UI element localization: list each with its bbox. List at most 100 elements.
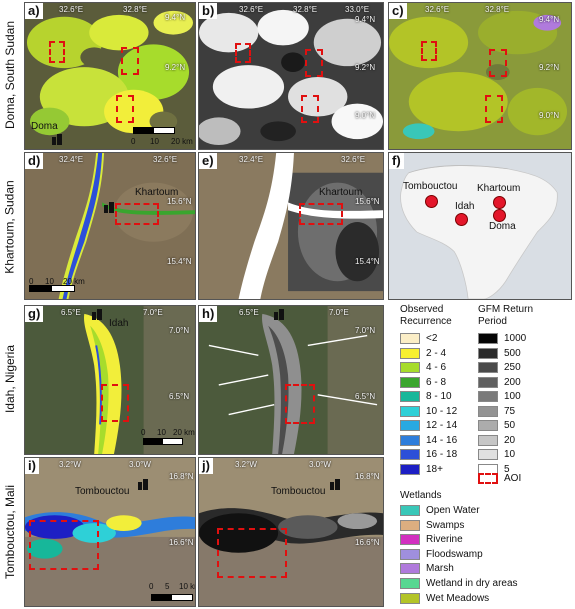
panel-i-tick-lat-2: 16.6°N [169,538,194,547]
legend-observed-row: <2 [400,332,437,345]
legend-gfm-swatch [478,434,498,446]
legend-gfm-swatch [478,391,498,402]
legend-observed-row: 14 - 16 [400,434,457,447]
panel-g-scale-bar [143,438,183,445]
panel-i-place-label: Tombouctou [75,486,130,497]
legend-gfm-label: 5 [504,463,510,475]
legend-wetland-swatch [400,534,420,546]
legend-observed-label: 4 - 6 [426,362,447,373]
panel-e-khartoum-gfm: e) 32.4°E 32.6°E 15.6°N 15.4°N Khartoum [198,152,384,300]
legend-observed-label: 18+ [426,463,443,475]
legend-observed-row: 18+ [400,463,443,476]
legend-wetland-swatch [400,563,420,575]
panel-i-scale-2: 10 km [179,582,195,591]
city-icon [274,309,284,320]
legend-observed-swatch [400,333,420,344]
legend-observed-row: 16 - 18 [400,448,457,461]
legend-observed-swatch [400,405,420,417]
panel-b-aoi-1 [235,43,251,63]
legend-gfm-label: 75 [504,405,516,417]
legend-wetland-label: Wetland in dry areas [426,578,518,589]
city-icon [104,202,114,213]
panel-j-tombouctou-gfm: j) 3.2°W 3.0°W 16.8°N 16.6°N Tombouctou [198,457,384,607]
legend-observed-swatch [400,434,420,446]
legend-observed-label: <2 [426,333,438,344]
legend-gfm-label: 200 [504,376,521,388]
panel-c-tick-lon-1: 32.6°E [425,5,450,14]
panel-h-idah-gfm: h) 6.5°E 7.0°E 7.0°N 6.5°N [198,305,384,455]
legend-wetland-row: Marsh [400,562,454,575]
panel-j-aoi [217,528,287,578]
panel-a-scale-bar [133,127,175,134]
legend-observed-row: 10 - 12 [400,405,457,418]
legend-gfm-row: 75 [478,405,515,418]
legend-gfm-row: 100 [478,390,521,403]
legend-gfm-row: 1000 [478,332,526,345]
panel-c-tick-lat-1: 9.4°N [539,15,560,24]
panel-g-scale-2: 20 km [173,428,195,437]
panel-d-scale-2: 20 km [63,277,85,286]
panel-d-aoi [115,203,159,225]
panel-b-aoi-3 [301,95,319,123]
panel-i-tick-lon-2: 3.0°W [129,460,151,469]
panel-h-tick-lat-1: 7.0°N [355,326,376,335]
panel-e-label: e) [199,153,217,169]
map-marker-khartoum [493,196,506,209]
legend-gfm-swatch [478,420,498,431]
panel-b-aoi-2 [305,49,323,77]
legend-observed-label: 10 - 12 [426,405,458,417]
legend-wetland-row: Floodswamp [400,548,483,561]
panel-j-tick-lon-2: 3.0°W [309,460,331,469]
legend-observed-label: 8 - 10 [426,391,452,402]
legend-wetland-label: Marsh [426,563,454,575]
legend-wetland-row: Wet Meadows [400,592,489,605]
legend-gfm-label: 500 [504,347,521,359]
legend-gfm-label: 1000 [504,333,527,344]
legend-gfm-row: 500 [478,347,521,360]
row-label-khartoum: Khartoum, Sudan [3,180,17,274]
legend-observed-row: 4 - 6 [400,361,446,374]
panel-a-aoi-2 [121,47,139,75]
panel-i-scale-1: 5 [165,582,170,591]
legend-observed-swatch [400,376,420,388]
row-label-idah: Idah, Nigeria [3,344,18,414]
panel-j-tick-lat-2: 16.6°N [355,538,380,547]
legend-observed-title-1: Observed [400,304,444,315]
legend-gfm-title-2: Period [478,316,507,327]
panel-d-tick-lon-2: 32.6°E [153,155,178,164]
panel-e-aoi [299,203,343,225]
legend-wetland-swatch [400,505,420,516]
panel-a-place-label: Doma [31,121,58,132]
panel-c-label: c) [389,3,407,19]
legend-gfm-row: 250 [478,361,521,374]
panel-c-aoi-3 [485,95,503,123]
legend-observed-row: 12 - 14 [400,419,457,432]
legend-aoi-label: AOI [504,473,522,484]
panel-i-aoi [29,520,99,570]
panel-g-scale-0: 0 [141,428,146,437]
legend-observed-row: 6 - 8 [400,376,446,389]
legend-gfm-label: 50 [504,420,516,431]
panel-a-scale-2: 20 km [171,137,193,146]
panel-h-tick-lat-2: 6.5°N [355,392,376,401]
city-icon [330,479,340,490]
legend-gfm-label: 250 [504,362,521,373]
panel-d-tick-lat-1: 15.6°N [167,197,192,206]
legend-gfm-row: 200 [478,376,521,389]
legend-gfm-swatch [478,333,498,344]
legend-observed-label: 2 - 4 [426,347,447,359]
city-icon [92,309,102,320]
panel-c-tick-lat-3: 9.0°N [539,111,560,120]
panel-e-place-label: Khartoum [319,187,363,198]
legend-wetland-swatch [400,519,420,531]
legend-gfm-swatch [478,405,498,417]
panel-b-tick-lon-1: 32.6°E [239,5,264,14]
panel-b-tick-lon-3: 33.0°E [345,5,370,14]
panel-d-scale-bar [29,285,75,292]
legend-wetland-row: Riverine [400,533,463,546]
legend-gfm-row: 20 [478,434,515,447]
panel-d-scale-1: 10 [45,277,54,286]
legend-observed-label: 6 - 8 [426,376,447,388]
panel-d-tick-lon-1: 32.4°E [59,155,84,164]
row-label-tombouctou: Tombouctou, Mali [3,484,18,580]
